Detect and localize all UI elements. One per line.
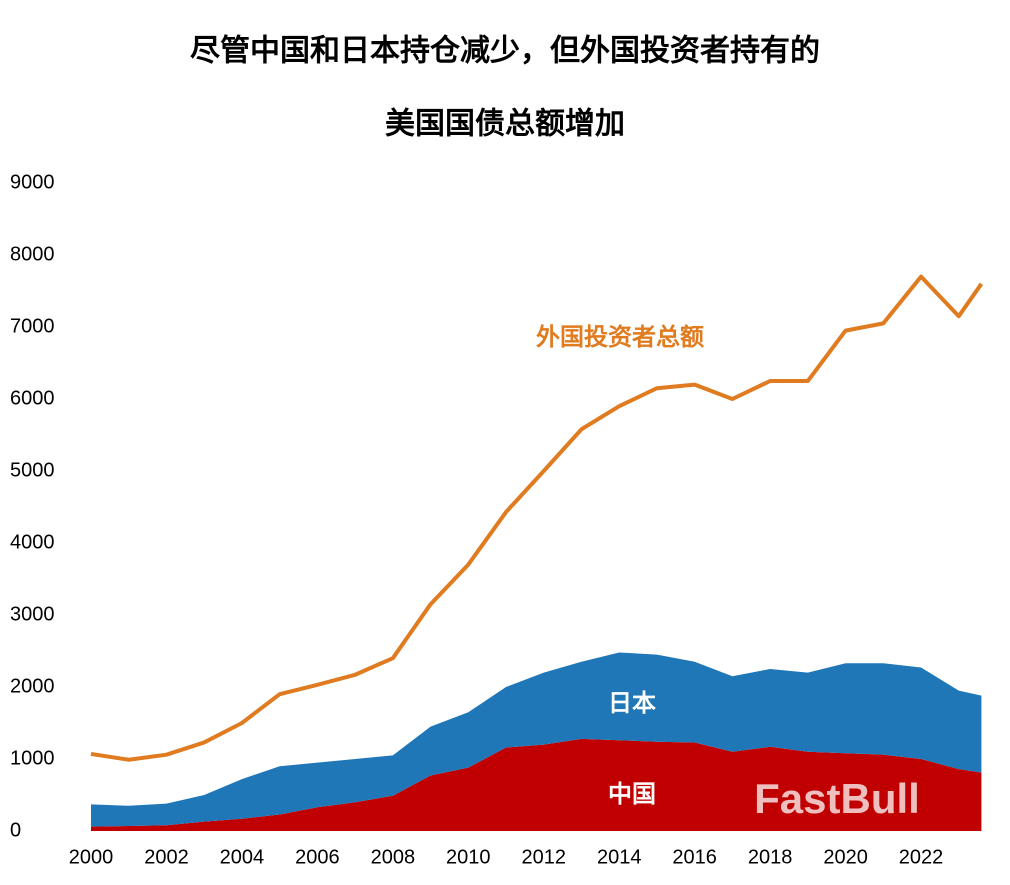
- x-tick-label: 2000: [69, 846, 114, 868]
- x-tick-label: 2010: [446, 846, 491, 868]
- x-tick-label: 2016: [672, 846, 717, 868]
- y-tick-label: 1000: [10, 747, 55, 769]
- x-tick-label: 2020: [823, 846, 868, 868]
- y-tick-label: 2000: [10, 675, 55, 697]
- line: [90, 274, 984, 762]
- x-tick-label: 2022: [899, 846, 944, 868]
- x-tick-label: 2012: [522, 846, 567, 868]
- watermark: FastBull: [754, 775, 920, 822]
- y-tick-label: 5000: [10, 459, 55, 481]
- y-tick-label: 6000: [10, 387, 55, 409]
- x-tick-label: 2018: [748, 846, 793, 868]
- x-tick-label: 2002: [144, 846, 189, 868]
- series-label: 中国: [608, 780, 656, 808]
- x-tick-label: 2004: [220, 846, 265, 868]
- chart-subtitle: 美国国债总额增加: [385, 107, 625, 142]
- x-tick-label: 2014: [597, 846, 642, 868]
- y-tick-label: 0: [10, 819, 21, 841]
- y-tick-label: 8000: [10, 243, 55, 265]
- y-tick-label: 9000: [10, 171, 55, 193]
- series-label: 日本: [608, 689, 656, 717]
- x-tick-label: 2008: [371, 846, 416, 868]
- area: [91, 738, 982, 831]
- area: [91, 652, 982, 827]
- y-tick-label: 7000: [10, 315, 55, 337]
- x-tick-label: 2006: [295, 846, 340, 868]
- series-label: 外国投资者总额: [536, 323, 704, 351]
- chart-title: 尽管中国和日本持仓减少，但外国投资者持有的: [190, 34, 820, 69]
- y-tick-label: 3000: [10, 603, 55, 625]
- plot-area: 0 1000 2000 3000 4000 5000 6000 7000 8000 9000 200…: [10, 171, 984, 868]
- y-tick-label: 4000: [10, 531, 55, 553]
